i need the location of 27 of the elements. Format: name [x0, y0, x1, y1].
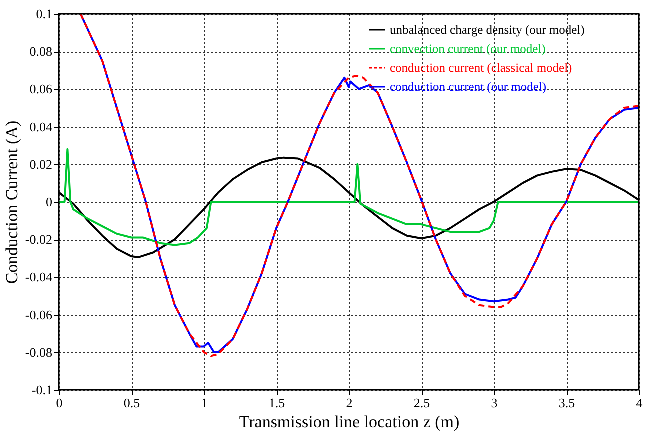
y-tick-label: -0.1 [32, 382, 52, 398]
x-tick-label: 2.5 [414, 396, 430, 410]
y-tick-label: 0 [46, 194, 52, 210]
y-tick-label: 0.06 [30, 82, 53, 97]
x-tick-label: 4 [636, 396, 644, 410]
x-tick-label: 1.5 [268, 396, 286, 410]
x-tick-label: 3 [491, 396, 498, 410]
legend-label: convection current (our model) [390, 42, 546, 56]
x-tick-label: 3.5 [558, 396, 576, 410]
line-series [59, 148, 639, 246]
y-tick-label: -0.06 [25, 307, 53, 322]
y-tick-label: 0.02 [30, 156, 52, 172]
y-tick-label: -0.02 [25, 232, 52, 248]
y-tick-label: -0.04 [25, 270, 53, 285]
legend-label: unbalanced charge density (our model) [390, 23, 585, 37]
x-tick-label: 0.5 [124, 396, 140, 410]
legend-label: conduction current (classical model) [390, 61, 572, 75]
x-tick-label: 0 [56, 396, 63, 410]
x-tick-label: 1 [201, 396, 208, 410]
y-tick-label: -0.08 [25, 344, 52, 360]
x-tick-label: 2 [346, 396, 353, 410]
y-tick-label: 0.04 [30, 119, 53, 134]
y-tick-label: 0.08 [30, 44, 52, 60]
x-axis-title: Transmission line location z (m) [239, 412, 460, 432]
y-tick-label: 0.1 [36, 6, 52, 22]
legend-label: conduction current (our model) [390, 80, 547, 94]
y-axis-title: Conduction Current (A) [2, 120, 22, 284]
